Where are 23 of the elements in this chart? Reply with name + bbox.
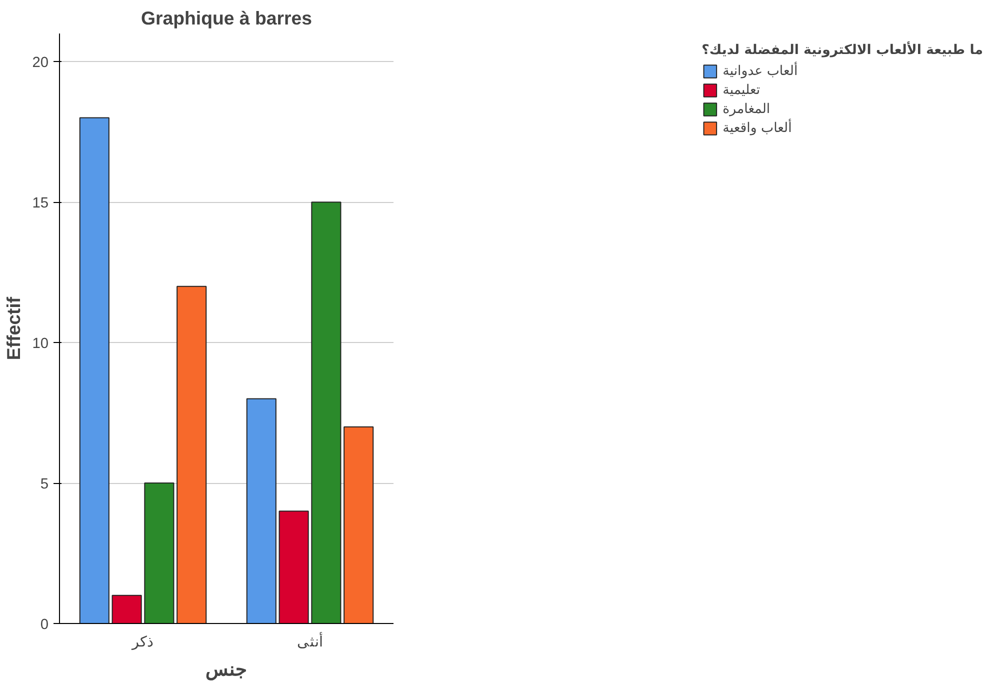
x-tick-label: أنثى <box>297 632 323 650</box>
legend-title: ما طبيعة الألعاب الالكترونية المفضلة لديك؟ <box>702 43 983 58</box>
legend-label: تعليمية <box>722 82 760 98</box>
legend-label: ألعاب واقعية <box>722 120 792 136</box>
chart-title: Graphique à barres <box>140 8 312 28</box>
x-axis-title: جنس <box>206 658 248 680</box>
bar <box>176 286 207 624</box>
bar <box>112 594 142 624</box>
y-tick-label: 5 <box>40 476 49 493</box>
legend-label: ألعاب عدوانية <box>722 64 798 78</box>
y-tick-label: 10 <box>32 336 49 352</box>
y-tick-label: 0 <box>40 617 49 633</box>
y-tick-label: 15 <box>32 196 49 212</box>
bar <box>278 510 309 624</box>
legend-label: المغامرة <box>722 102 770 116</box>
y-axis-title: Effectif <box>3 296 24 360</box>
bar <box>344 426 374 624</box>
bar <box>246 398 276 624</box>
bar <box>144 482 174 624</box>
y-tick-label: 20 <box>32 55 49 72</box>
x-tick-label: ذكر <box>131 634 154 650</box>
bar <box>79 117 110 624</box>
bar <box>311 202 342 624</box>
